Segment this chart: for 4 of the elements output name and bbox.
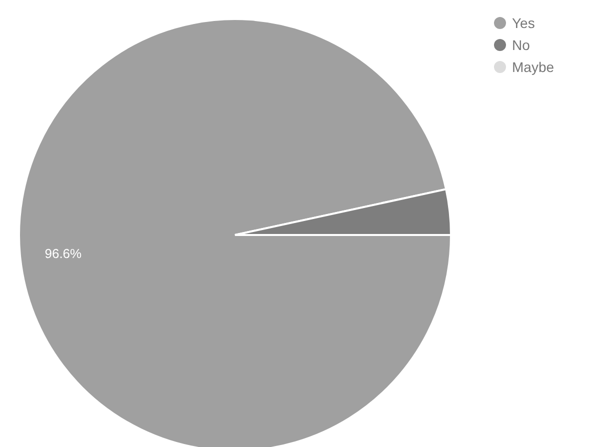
legend-label: No bbox=[512, 36, 530, 55]
legend-label: Maybe bbox=[512, 58, 554, 77]
slice-label: Yes bbox=[512, 14, 535, 33]
data-label: 96.6% bbox=[44, 246, 82, 261]
